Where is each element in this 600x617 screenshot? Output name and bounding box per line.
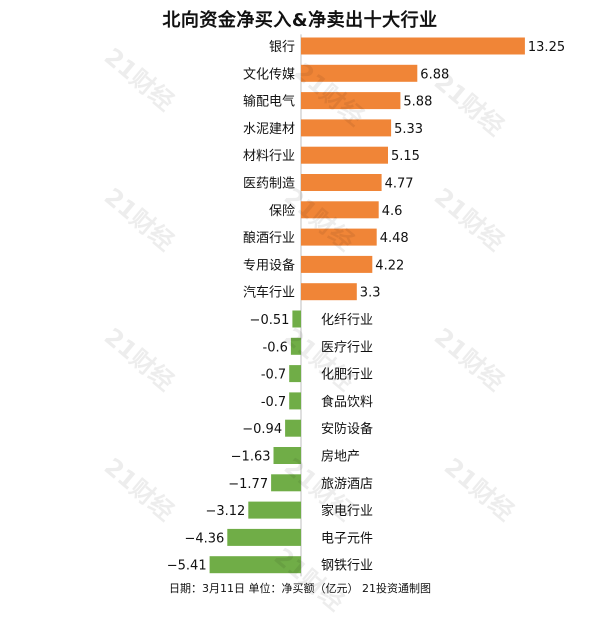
value-label: 5.88 [403, 95, 432, 110]
value-label: 4.77 [385, 177, 414, 192]
bar-化纤行业 [292, 310, 301, 328]
bar-水泥建材 [301, 119, 392, 137]
bar-旅游酒店 [271, 474, 301, 492]
category-label: 旅游酒店 [321, 477, 373, 492]
bar-电子元件 [227, 528, 301, 546]
category-label: 房地产 [321, 449, 360, 465]
value-label: -0.7 [261, 395, 286, 410]
category-label: 水泥建材 [243, 122, 295, 137]
category-label: 汽车行业 [243, 285, 295, 301]
category-label: 材料行业 [243, 149, 295, 164]
category-label: 化纤行业 [321, 313, 373, 328]
bar-家电行业 [248, 501, 301, 519]
value-label: 13.25 [528, 40, 565, 55]
value-label: 4.48 [380, 231, 409, 246]
chart-footer: 日期：3月11日 单位：净买额（亿元） 21投资通制图 [169, 582, 431, 595]
bar-医药制造 [301, 174, 382, 191]
category-label: 食品饮料 [321, 394, 373, 410]
bar-输配电气 [301, 92, 401, 110]
category-label: 医药制造 [243, 177, 295, 192]
bar-银行 [301, 37, 525, 55]
value-label: −1.63 [231, 450, 271, 465]
bar-钢铁行业 [209, 556, 301, 574]
value-label: -0.6 [263, 340, 288, 355]
bar-酿酒行业 [301, 228, 377, 246]
value-label: −3.12 [205, 504, 245, 519]
value-label: −4.36 [184, 531, 224, 546]
bar-食品饮料 [289, 392, 301, 410]
bar-安防设备 [285, 419, 301, 437]
value-label: −1.77 [228, 477, 268, 492]
bar-保险 [301, 201, 379, 219]
bar-汽车行业 [301, 283, 357, 301]
category-label: 专用设备 [243, 257, 295, 273]
category-label: 输配电气 [243, 94, 295, 110]
value-label: 5.33 [394, 122, 423, 137]
value-label: −5.41 [167, 559, 207, 574]
bar-医疗行业 [290, 337, 301, 355]
bar-房地产 [273, 447, 301, 464]
category-label: 安防设备 [321, 421, 373, 437]
category-label: 文化传媒 [243, 67, 295, 82]
category-label: 银行 [269, 40, 295, 55]
bar-文化传媒 [301, 64, 418, 82]
bar-chart: 银行 13.25 文化传媒 6.88 输配电气 5.88 水泥建材 5.33 材料行业 5.15 医… [167, 34, 565, 577]
category-label: 钢铁行业 [321, 559, 373, 574]
bar-专用设备 [301, 255, 373, 273]
value-label: −0.51 [250, 313, 290, 328]
bar-化肥行业 [289, 365, 301, 383]
chart-title: 北向资金净买入&净卖出十大行业 [162, 10, 438, 31]
category-label: 医疗行业 [321, 340, 373, 355]
category-label: 化肥行业 [321, 368, 373, 383]
value-label: 5.15 [391, 149, 420, 164]
value-label: -0.7 [261, 368, 286, 383]
category-label: 家电行业 [321, 503, 373, 519]
bar-材料行业 [301, 146, 388, 164]
category-label: 保险 [269, 204, 295, 219]
value-label: 4.22 [375, 258, 404, 273]
value-label: 3.3 [360, 286, 381, 301]
value-label: −0.94 [242, 422, 282, 437]
value-label: 4.6 [382, 204, 403, 219]
category-label: 电子元件 [321, 531, 373, 546]
category-label: 酿酒行业 [243, 230, 295, 246]
value-label: 6.88 [420, 67, 449, 82]
